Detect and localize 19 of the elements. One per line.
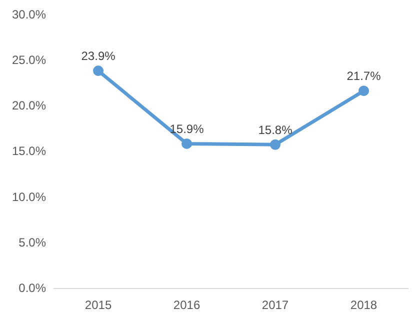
y-tick-label: 30.0%	[12, 8, 46, 22]
data-label: 15.9%	[170, 122, 204, 136]
y-tick-label: 25.0%	[12, 53, 46, 68]
y-tick-label: 15.0%	[12, 144, 46, 158]
data-label: 23.9%	[81, 49, 116, 64]
point	[270, 139, 281, 150]
x-tick-label: 2016	[173, 298, 200, 312]
y-tick-label: 10.0%	[12, 190, 46, 204]
point	[93, 66, 104, 76]
data-label: 15.8%	[258, 122, 293, 137]
y-tick-label: 0.0%	[18, 280, 46, 295]
y-tick-label: 5.0%	[18, 235, 46, 250]
x-tick-label: 2015	[84, 298, 112, 312]
point	[358, 86, 370, 96]
x-tick-label: 2018	[350, 298, 378, 312]
data-label: 21.7%	[346, 69, 382, 84]
point	[182, 138, 192, 149]
y-tick-label: 20.0%	[12, 98, 46, 113]
x-tick-label: 2017	[262, 298, 289, 312]
